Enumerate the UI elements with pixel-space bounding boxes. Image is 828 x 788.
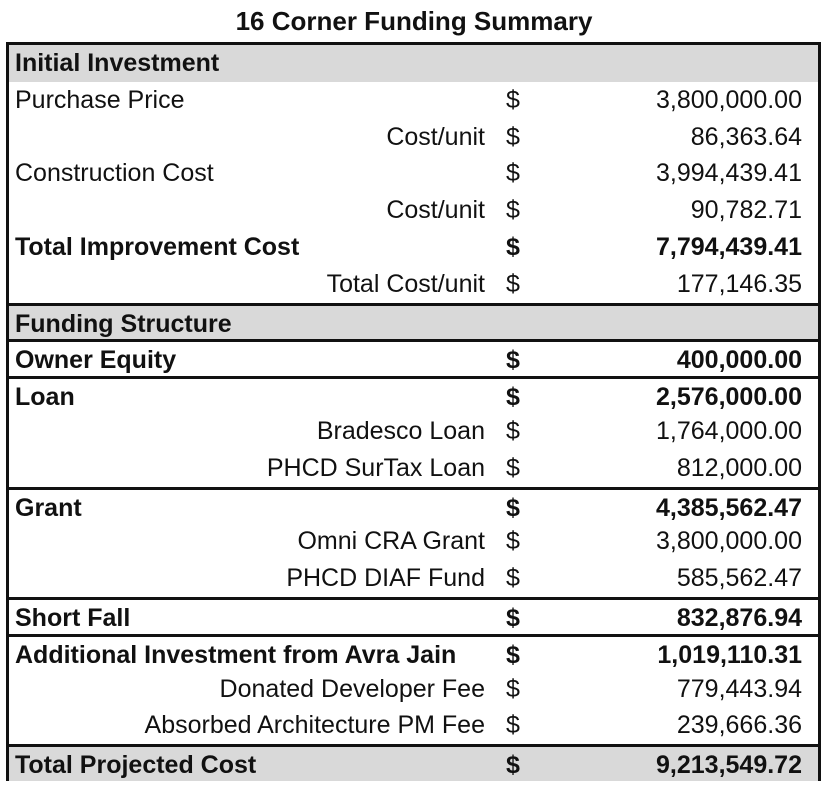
- currency-symbol: $: [506, 383, 520, 412]
- row-label: Construction Cost: [15, 159, 214, 188]
- row-label: Cost/unit: [386, 196, 485, 225]
- currency-symbol: $: [506, 527, 520, 556]
- currency-symbol: $: [506, 751, 520, 780]
- row-total-projected-cost: Total Projected Cost $ 9,213,549.72: [9, 744, 818, 781]
- row-label: Donated Developer Fee: [219, 674, 485, 703]
- sheet-title: 16 Corner Funding Summary: [235, 6, 593, 36]
- row-label: PHCD SurTax Loan: [266, 453, 485, 482]
- section-header-funding-structure: Funding Structure: [9, 302, 818, 340]
- row-label: Purchase Price: [15, 85, 185, 114]
- currency-symbol: $: [506, 711, 520, 740]
- row-additional-investment: Additional Investment from Avra Jain $ 1…: [9, 633, 818, 671]
- row-owner-equity: Owner Equity $ 400,000.00: [9, 339, 818, 376]
- row-amount: 1,764,000.00: [656, 416, 802, 445]
- currency-symbol: $: [506, 85, 520, 114]
- row-construction-cost: Construction Cost $ 3,994,439.41: [9, 155, 818, 192]
- currency-symbol: $: [506, 640, 520, 669]
- row-loan: Loan $ 2,576,000.00: [9, 376, 818, 413]
- row-amount: 90,782.71: [690, 196, 802, 225]
- currency-symbol: $: [506, 453, 520, 482]
- row-amount: 4,385,562.47: [656, 493, 802, 522]
- row-amount: 832,876.94: [676, 603, 802, 632]
- currency-symbol: $: [506, 346, 520, 375]
- row-amount: 7,794,439.41: [656, 232, 802, 261]
- row-amount: 812,000.00: [676, 453, 802, 482]
- row-label: Absorbed Architecture PM Fee: [144, 711, 485, 740]
- row-purchase-cost-per-unit: Cost/unit $ 86,363.64: [9, 119, 818, 156]
- row-short-fall: Short Fall $ 832,876.94: [9, 596, 818, 634]
- row-phcd-diaf-fund: PHCD DIAF Fund $ 585,562.47: [9, 560, 818, 597]
- row-amount: 3,994,439.41: [656, 159, 802, 188]
- row-absorbed-architecture-pm-fee: Absorbed Architecture PM Fee $ 239,666.3…: [9, 707, 818, 744]
- row-label: Loan: [15, 383, 75, 412]
- row-label: Omni CRA Grant: [297, 527, 485, 556]
- funding-summary-table: Initial Investment Purchase Price $ 3,80…: [6, 42, 821, 781]
- row-label: Funding Structure: [15, 309, 232, 338]
- row-amount: 239,666.36: [676, 711, 802, 740]
- row-label: Cost/unit: [386, 122, 485, 151]
- row-omni-cra-grant: Omni CRA Grant $ 3,800,000.00: [9, 523, 818, 560]
- currency-symbol: $: [506, 564, 520, 593]
- currency-symbol: $: [506, 122, 520, 151]
- currency-symbol: $: [506, 416, 520, 445]
- row-amount: 779,443.94: [676, 674, 802, 703]
- row-label: Short Fall: [15, 603, 131, 632]
- row-label: Initial Investment: [15, 49, 220, 77]
- row-amount: 400,000.00: [676, 346, 802, 375]
- row-label: Total Cost/unit: [326, 269, 485, 298]
- row-donated-developer-fee: Donated Developer Fee $ 779,443.94: [9, 671, 818, 708]
- row-amount: 585,562.47: [676, 564, 802, 593]
- currency-symbol: $: [506, 493, 520, 522]
- row-total-improvement-cost: Total Improvement Cost $ 7,794,439.41: [9, 229, 818, 266]
- row-amount: 3,800,000.00: [656, 527, 802, 556]
- section-header-initial-investment: Initial Investment: [9, 45, 818, 82]
- row-purchase-price: Purchase Price $ 3,800,000.00: [9, 82, 818, 119]
- row-label: PHCD DIAF Fund: [286, 564, 485, 593]
- currency-symbol: $: [506, 232, 520, 261]
- row-label: Grant: [15, 493, 82, 522]
- row-label: Total Improvement Cost: [15, 232, 300, 261]
- currency-symbol: $: [506, 196, 520, 225]
- row-label: Additional Investment from Avra Jain: [15, 640, 457, 669]
- row-label: Owner Equity: [15, 346, 177, 375]
- currency-symbol: $: [506, 269, 520, 298]
- currency-symbol: $: [506, 159, 520, 188]
- row-phcd-surtax-loan: PHCD SurTax Loan $ 812,000.00: [9, 450, 818, 487]
- row-amount: 2,576,000.00: [656, 383, 802, 412]
- row-amount: 1,019,110.31: [657, 640, 802, 669]
- currency-symbol: $: [506, 674, 520, 703]
- row-amount: 3,800,000.00: [656, 85, 802, 114]
- row-grant: Grant $ 4,385,562.47: [9, 486, 818, 524]
- row-amount: 177,146.35: [676, 269, 802, 298]
- row-label: Total Projected Cost: [15, 751, 257, 780]
- row-bradesco-loan: Bradesco Loan $ 1,764,000.00: [9, 413, 818, 450]
- row-construction-cost-per-unit: Cost/unit $ 90,782.71: [9, 192, 818, 229]
- currency-symbol: $: [506, 603, 520, 632]
- row-total-cost-per-unit: Total Cost/unit $ 177,146.35: [9, 266, 818, 303]
- row-amount: 86,363.64: [690, 122, 802, 151]
- row-label: Bradesco Loan: [316, 416, 485, 445]
- row-amount: 9,213,549.72: [656, 751, 802, 780]
